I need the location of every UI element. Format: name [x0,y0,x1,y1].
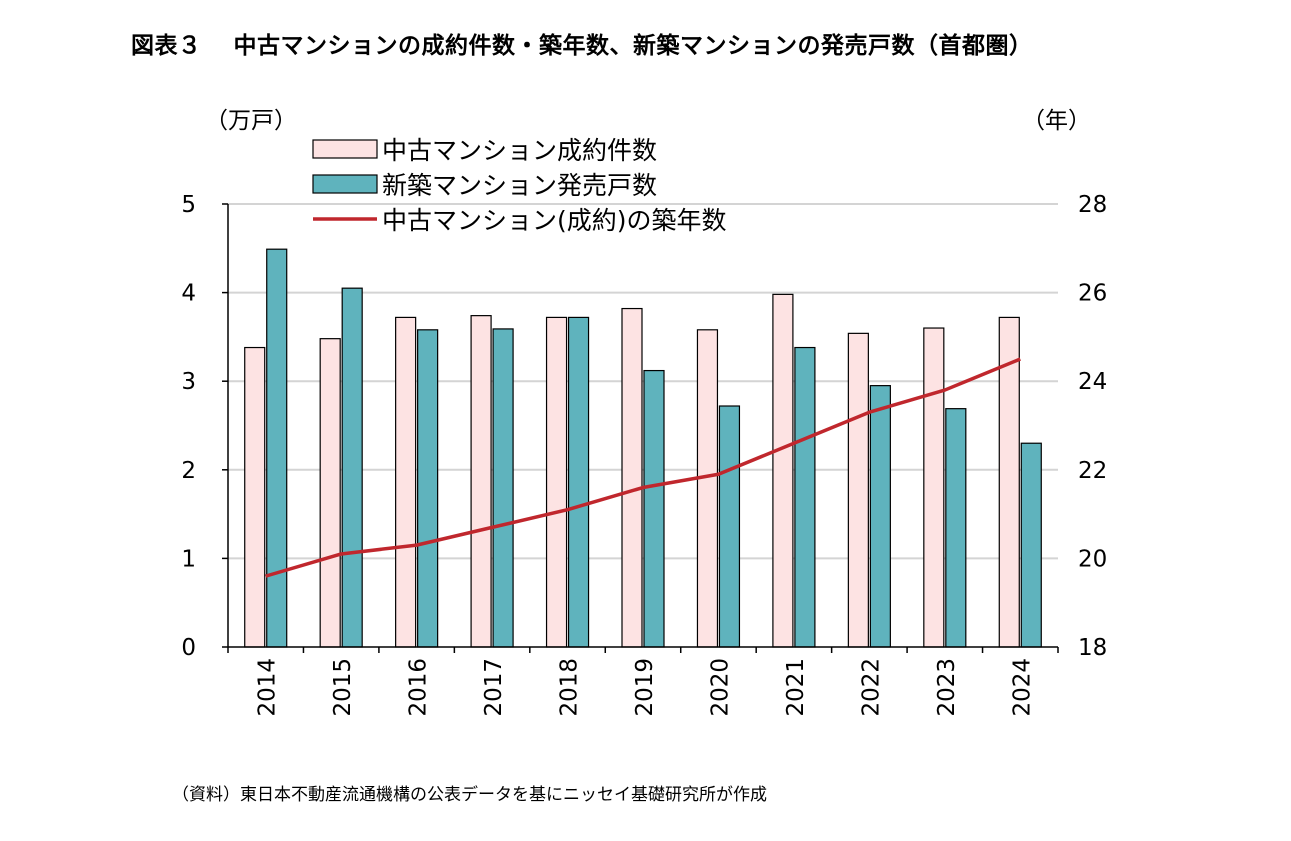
bar-new-supply-2022 [869,385,891,648]
bar-new-supply-2021 [794,346,816,648]
bar-used-sales-2014 [244,346,266,648]
legend-label-new-supply: 新築マンション発売戸数 [382,171,657,200]
source-note: （資料）東日本不動産流通機構の公表データを基にニッセイ基礎研究所が作成 [172,785,767,805]
bar-new-supply-2016 [417,329,439,648]
right-tick-label: 26 [1078,281,1107,307]
x-tick-label: 2018 [557,658,583,717]
x-tick-label: 2020 [707,658,733,717]
bar-new-supply-2018 [567,316,590,648]
right-tick-label: 22 [1078,458,1107,484]
bar-used-sales-2022 [847,332,869,648]
left-tick-label: 0 [181,635,196,661]
bar-new-supply-2023 [945,408,967,648]
right-axis-ticks: 18 20 22 24 26 28 [1078,192,1107,661]
bar-new-supply-2014 [266,248,288,648]
x-tick-label: 2019 [632,658,658,717]
left-axis-unit: （万戸） [205,108,297,134]
legend: 中古マンション成約件数 新築マンション発売戸数 中古マンション(成約)の築年数 [312,136,727,235]
gridlines [228,203,1058,560]
legend-swatch-used-sales [312,139,378,159]
x-tick-label: 2024 [1009,658,1035,717]
bar-new-supply-2020 [718,405,741,648]
bar-used-sales-2019 [621,307,643,648]
legend-label-used-sales: 中古マンション成約件数 [382,136,657,165]
bar-new-supply-2015 [341,287,363,648]
left-tick-label: 2 [181,458,196,484]
bar-new-supply-2019 [643,369,665,648]
axes [222,203,1059,653]
x-tick-label: 2021 [783,658,809,717]
bar-used-sales-2021 [772,293,794,648]
line-building-age [265,357,1021,578]
left-tick-label: 5 [181,192,196,218]
x-axis-ticks: 2014 2015 2016 2017 2018 2019 2020 2021 2022 2023… [255,658,1036,717]
bar-new-supply-2024 [1020,442,1042,648]
bar-new-supply-2017 [492,328,514,648]
bars [244,248,1042,648]
left-tick-label: 3 [181,369,196,395]
bar-used-sales-2015 [319,338,341,648]
bar-used-sales-2018 [545,316,568,648]
bar-used-sales-2020 [696,329,719,648]
age-line [265,357,1021,578]
left-tick-label: 1 [181,546,196,572]
bar-used-sales-2023 [923,327,945,648]
bar-used-sales-2017 [470,315,492,648]
right-tick-label: 28 [1078,192,1107,218]
x-tick-label: 2017 [481,658,507,717]
right-axis-unit: （年） [1022,108,1091,134]
x-tick-label: 2022 [858,658,884,717]
x-tick-label: 2016 [406,658,432,717]
left-tick-label: 4 [181,281,196,307]
bar-used-sales-2016 [395,316,417,648]
x-tick-label: 2023 [934,658,960,717]
x-tick-label: 2015 [330,658,356,717]
right-tick-label: 18 [1078,635,1107,661]
chart-title: 図表３ 中古マンションの成約件数・築年数、新築マンションの発売戸数（首都圏） [131,33,1033,59]
legend-swatch-new-supply [312,174,378,194]
legend-label-building-age: 中古マンション(成約)の築年数 [382,206,727,235]
x-tick-label: 2014 [255,658,281,717]
right-tick-label: 20 [1078,546,1107,572]
right-tick-label: 24 [1078,369,1107,395]
left-axis-ticks: 0 1 2 3 4 5 [181,192,196,661]
